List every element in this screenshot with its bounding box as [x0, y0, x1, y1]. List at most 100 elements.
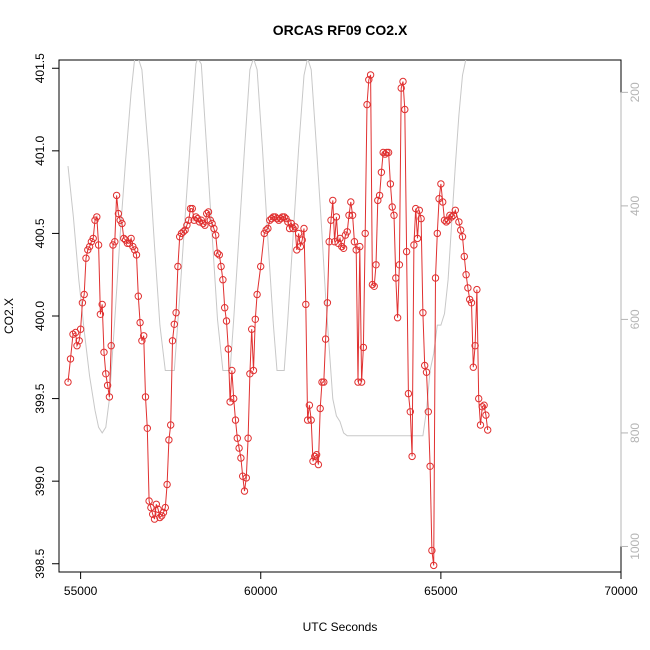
co2-data-point: [375, 191, 384, 200]
co2-data-point: [408, 452, 416, 461]
co2-data-point: [392, 274, 400, 282]
x-tick-label: 60000: [244, 584, 278, 598]
y2-axis: 200 400 600 800 1000: [620, 82, 642, 560]
co2-data-point: [332, 213, 341, 221]
co2-data-point: [73, 342, 81, 350]
co2-data-point: [372, 261, 380, 269]
co2-data-point: [347, 198, 355, 206]
co2-data-point: [231, 416, 240, 424]
co2-data-point: [440, 216, 449, 224]
co2-data-point: [457, 226, 465, 234]
co2-data-point: [421, 361, 429, 370]
co2-data-point: [475, 394, 483, 403]
co2-data-point: [460, 252, 468, 261]
co2-data-point: [118, 219, 126, 228]
y2-tick-label: 400: [628, 196, 642, 216]
co2-data-point: [343, 228, 351, 236]
co2-data-point: [134, 292, 143, 300]
co2-data-point: [377, 168, 386, 177]
co2-data-point: [428, 546, 436, 555]
co2-data-point: [482, 411, 490, 419]
co2-data-point: [141, 393, 150, 401]
co2-data-point: [140, 332, 148, 340]
co2-data-point: [66, 355, 75, 363]
x-tick-label: 70000: [604, 584, 638, 598]
co2-data-point: [298, 236, 306, 244]
co2-data-point: [357, 378, 366, 386]
co2-data-point: [406, 408, 414, 416]
co2-data-point: [213, 249, 222, 257]
co2-data-point: [165, 436, 173, 444]
co2-data-point: [168, 337, 177, 345]
co2-data-point: [120, 234, 128, 243]
co2-data-point: [478, 403, 486, 411]
co2-data-point: [71, 328, 80, 337]
co2-data-point: [350, 238, 359, 246]
co2-data-point: [312, 451, 321, 459]
co2-data-point: [251, 315, 260, 323]
co2-data-point: [467, 299, 476, 307]
co2-data-point: [170, 320, 179, 328]
co2-data-point: [149, 510, 157, 518]
co2-data-point: [201, 221, 209, 229]
y-tick-label: 401.5: [33, 53, 47, 83]
co2-data-point: [397, 84, 405, 92]
co2-data-point: [449, 211, 458, 220]
co2-data-point: [217, 262, 225, 271]
co2-data-point: [480, 401, 488, 409]
co2-data-point: [401, 105, 409, 114]
y2-tick-label: 200: [628, 82, 642, 102]
co2-data-point: [412, 204, 420, 213]
co2-data-point: [356, 242, 364, 251]
co2-data-point: [192, 213, 200, 221]
co2-data-point: [471, 342, 479, 350]
co2-data-point: [185, 216, 193, 224]
co2-data-point: [404, 389, 413, 398]
co2-data-point: [390, 211, 398, 220]
co2-data-point: [242, 474, 251, 482]
co2-data-point: [451, 206, 459, 215]
co2-data-point: [80, 290, 88, 299]
co2-data-point: [161, 503, 170, 512]
co2-data-point: [257, 262, 265, 271]
co2-data-point: [300, 224, 308, 233]
y-tick-label: 400.5: [33, 218, 47, 248]
co2-data-point: [210, 224, 218, 233]
co2-data-point: [103, 381, 112, 390]
co2-data-point: [203, 209, 211, 218]
co2-data-point: [431, 274, 440, 282]
co2-data-point: [419, 309, 427, 317]
plot-box: [58, 59, 622, 573]
y-tick-label: 399.5: [33, 383, 47, 413]
co2-data-point: [311, 452, 319, 461]
co2-data-point: [426, 462, 434, 470]
co2-data-point: [253, 290, 261, 299]
co2-data-point: [379, 148, 387, 157]
co2-data-point: [455, 218, 463, 226]
co2-data-point: [339, 244, 348, 253]
co2-data-point: [330, 238, 339, 246]
co2-data-point: [100, 348, 108, 356]
co2-data-point: [359, 343, 368, 352]
co2-data-point: [147, 503, 155, 512]
co2-data-point: [395, 261, 404, 269]
co2-data-point: [262, 226, 270, 234]
co2-data-point: [107, 342, 115, 350]
co2-data-point: [152, 500, 161, 508]
co2-data-point: [280, 213, 288, 221]
co2-data-point: [199, 219, 207, 228]
co2-data-point: [422, 368, 431, 376]
co2-data-point: [296, 242, 305, 251]
co2-data-point: [94, 241, 103, 249]
co2-data-point: [469, 363, 477, 371]
y-tick-label: 401.0: [33, 135, 47, 165]
co2-data-point: [327, 216, 335, 224]
co2-data-point: [399, 77, 407, 86]
co2-data-point: [291, 223, 299, 231]
x-tick-label: 55000: [64, 584, 98, 598]
co2-data-point: [183, 221, 191, 229]
co2-data-point: [215, 251, 224, 259]
co2-data-point: [388, 203, 396, 211]
co2-data-point: [239, 472, 247, 480]
co2-data-point: [285, 224, 294, 233]
